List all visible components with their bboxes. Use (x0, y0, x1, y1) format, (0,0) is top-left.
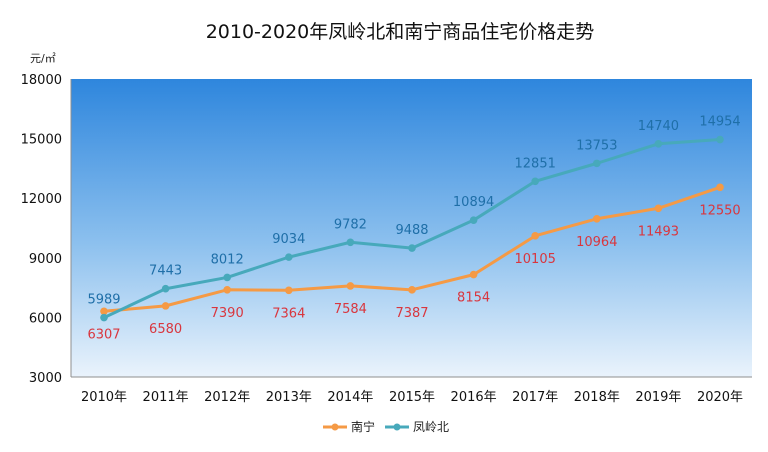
data-label: 11493 (638, 224, 679, 239)
legend: 南宁 凤岭北 (323, 419, 449, 434)
data-label: 12550 (699, 203, 740, 218)
y-tick-label: 18000 (21, 73, 62, 88)
data-point (223, 273, 231, 282)
data-point (593, 214, 601, 223)
data-label: 8012 (211, 252, 244, 267)
data-point (285, 253, 293, 261)
data-label: 9782 (334, 217, 367, 232)
data-point (408, 286, 416, 294)
data-label: 14740 (638, 119, 679, 134)
data-point (100, 313, 108, 322)
data-label: 7364 (272, 306, 305, 321)
data-label: 7387 (395, 306, 428, 321)
data-label: 14954 (699, 115, 740, 130)
data-point (716, 183, 724, 192)
chart-title: 2010-2020年凤岭北和南宁商品住宅价格走势 (206, 21, 595, 43)
y-axis-unit: 元/㎡ (30, 52, 56, 65)
x-tick-label: 2010年 (81, 390, 127, 405)
x-tick-label: 2015年 (389, 390, 435, 405)
data-point (593, 159, 601, 168)
data-point (531, 177, 539, 186)
data-point (346, 282, 355, 290)
x-axis-ticks: 2010年 2011年 2012年 2013年 2014年 2015年 2016年 2017年… (81, 390, 743, 405)
data-label: 8154 (457, 291, 490, 306)
data-point (408, 244, 416, 252)
y-tick-label: 15000 (21, 133, 62, 148)
x-tick-label: 2014年 (327, 390, 373, 405)
x-tick-label: 2019年 (635, 390, 681, 405)
legend-marker (331, 423, 339, 431)
data-label: 12851 (515, 156, 556, 171)
x-tick-label: 2017年 (512, 390, 558, 405)
data-point (285, 286, 293, 295)
legend-label-0: 南宁 (351, 419, 375, 434)
data-label: 6307 (87, 327, 120, 342)
y-axis-ticks: 3000 6000 9000 12000 15000 18000 (21, 73, 62, 386)
y-tick-label: 3000 (29, 371, 62, 386)
data-point (161, 302, 170, 310)
data-point (716, 135, 724, 144)
x-tick-label: 2013年 (266, 390, 312, 405)
data-label: 7584 (334, 302, 367, 317)
x-tick-label: 2011年 (143, 390, 189, 405)
x-tick-label: 2012年 (204, 390, 250, 405)
data-point (654, 204, 663, 213)
data-label: 7390 (211, 306, 244, 321)
x-tick-label: 2016年 (451, 390, 497, 405)
data-point (531, 232, 539, 240)
data-label: 10105 (515, 252, 556, 267)
data-label: 9034 (272, 232, 305, 247)
y-tick-label: 6000 (29, 311, 62, 326)
x-tick-label: 2018年 (574, 390, 620, 405)
data-point (469, 216, 478, 224)
data-point (469, 270, 478, 279)
data-point (223, 285, 231, 294)
data-point (346, 238, 355, 247)
data-label: 10964 (576, 235, 617, 250)
data-point (100, 307, 108, 316)
y-tick-label: 12000 (21, 192, 62, 207)
data-point (654, 139, 663, 148)
data-label: 9488 (395, 223, 428, 238)
data-label: 6580 (149, 322, 182, 337)
data-point (161, 284, 170, 293)
data-label: 10894 (453, 195, 494, 210)
x-tick-label: 2020年 (697, 390, 743, 405)
legend-marker (393, 423, 401, 431)
data-label: 7443 (149, 264, 182, 279)
legend-label-1: 凤岭北 (413, 420, 449, 434)
y-tick-label: 9000 (29, 252, 62, 267)
data-label: 5989 (87, 293, 120, 308)
series-layer: 6307 6580 7390 7364 7584 7387 8154 10105 10964 11… (87, 115, 740, 343)
plot-area (71, 79, 752, 377)
data-label: 13753 (576, 138, 617, 153)
